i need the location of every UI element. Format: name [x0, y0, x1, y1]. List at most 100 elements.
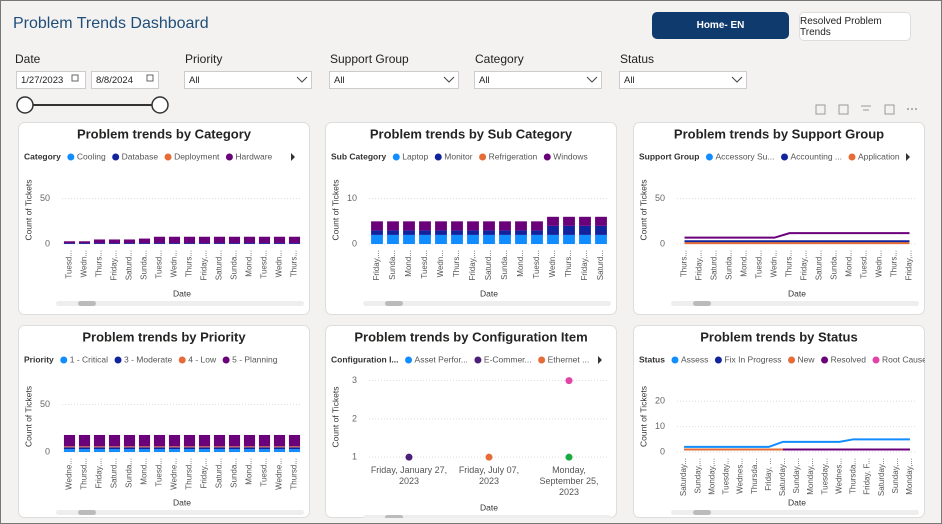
- legend-label: Windows: [553, 151, 587, 161]
- legend-swatch: [178, 356, 186, 364]
- bar-segment: [579, 216, 591, 226]
- x-tick-label: Monday, September 25, 2023: [539, 465, 599, 497]
- bar-segment: [371, 234, 383, 244]
- dropdown[interactable]: All: [184, 71, 312, 89]
- x-axis-label: Date: [480, 288, 498, 298]
- x-tick-label: Thurs...: [452, 250, 461, 277]
- x-tick-label: Thursda...: [849, 458, 858, 494]
- x-tick-label: Mond...: [140, 458, 149, 485]
- x-tick-label: Saturday...: [778, 458, 787, 496]
- x-tick-label: Saturd...: [815, 250, 824, 280]
- bar-segment: [213, 236, 226, 244]
- bar-segment: [467, 221, 479, 231]
- x-tick-label: Mond...: [516, 250, 525, 277]
- x-tick-label: Wedne...: [275, 458, 284, 490]
- legend-swatch: [60, 356, 68, 364]
- bar-segment: [499, 230, 511, 235]
- legend-label: Hardware: [235, 151, 272, 161]
- legend-label: 3 - Moderate: [124, 354, 172, 364]
- bar-segment: [63, 243, 76, 244]
- bar-segment: [138, 447, 151, 450]
- nav-button[interactable]: Home- EN: [652, 12, 789, 39]
- x-tick-label: Wednes...: [834, 458, 843, 494]
- x-tick-label: Thurs...: [680, 250, 689, 277]
- dropdown[interactable]: All: [619, 71, 747, 89]
- bar-segment: [93, 434, 106, 447]
- point: [565, 377, 573, 385]
- y-tick-label: 2: [352, 413, 357, 423]
- x-tick-label: Saturd...: [215, 250, 224, 280]
- y-tick-label: 10: [347, 193, 357, 203]
- x-tick-label: Saturd...: [215, 458, 224, 488]
- legend-title: Configuration I...: [331, 354, 399, 364]
- bar-segment: [243, 243, 256, 244]
- x-tick-label: Mond...: [245, 250, 254, 277]
- x-tick-label: Monday,...: [905, 458, 914, 495]
- bar-segment: [483, 234, 495, 244]
- date-input[interactable]: 8/8/2024: [91, 71, 159, 89]
- bar-segment: [258, 243, 271, 244]
- bar-segment: [108, 446, 121, 448]
- x-tick-label: Saturd...: [710, 250, 719, 280]
- chart-panel: Problem trends by Configuration Item Conf…: [325, 325, 617, 518]
- bar-segment: [563, 225, 575, 235]
- legend-label: Asset Perfor...: [415, 354, 468, 364]
- bar-segment: [138, 449, 151, 452]
- bar-segment: [243, 449, 256, 452]
- bar-segment: [168, 449, 181, 452]
- scrollbar-track: [363, 301, 611, 306]
- x-tick-label: Friday, July 07, 2023: [458, 465, 520, 486]
- x-tick-label: Thursd...: [80, 458, 89, 490]
- x-tick-label: Saturday...: [877, 458, 886, 496]
- legend-label: Resolved: [831, 354, 867, 364]
- y-axis-label: Count of Tickets: [330, 387, 340, 448]
- bar-segment: [168, 447, 181, 450]
- legend-label: Database: [122, 151, 159, 161]
- date-slider[interactable]: [15, 94, 175, 116]
- bar-segment: [419, 234, 431, 244]
- chart-title: Problem trends by Sub Category: [370, 126, 573, 141]
- dropdown[interactable]: All: [474, 71, 602, 89]
- legend-label: Assess: [681, 354, 708, 364]
- bar-segment: [93, 239, 106, 244]
- bar-segment: [168, 243, 181, 244]
- x-tick-label: Thursda...: [750, 458, 759, 494]
- bar-segment: [515, 230, 527, 235]
- legend-swatch: [222, 356, 230, 364]
- bar-segment: [228, 434, 241, 447]
- bar-segment: [403, 234, 415, 244]
- bar-segment: [108, 434, 121, 447]
- nav-button[interactable]: Resolved Problem Trends: [799, 12, 911, 41]
- bar-segment: [243, 434, 256, 447]
- legend-swatch: [67, 153, 75, 161]
- x-tick-label: Thurs...: [564, 250, 573, 277]
- x-tick-label: Tuesd...: [755, 250, 764, 279]
- bar-segment: [451, 234, 463, 244]
- bar-segment: [547, 216, 559, 226]
- bar-segment: [123, 447, 136, 450]
- x-tick-label: Wedn...: [275, 250, 284, 277]
- bar-segment: [183, 447, 196, 450]
- legend-swatch: [392, 153, 400, 161]
- legend-swatch: [112, 153, 120, 161]
- chart-title: Problem trends by Category: [77, 126, 252, 141]
- legend-label: Cooling: [77, 151, 106, 161]
- bar-segment: [243, 236, 256, 244]
- legend-swatch: [479, 153, 487, 161]
- legend-title: Priority: [24, 354, 54, 364]
- x-tick-label-box: Friday, January 27, 2023: [371, 465, 447, 486]
- bar-segment: [153, 446, 166, 448]
- x-axis-label: Date: [788, 497, 806, 507]
- x-tick-label: Tuesday...: [722, 458, 731, 494]
- bar-segment: [93, 449, 106, 452]
- bar-segment: [183, 236, 196, 244]
- bar-segment: [483, 221, 495, 231]
- x-tick-label: Tuesd...: [260, 458, 269, 487]
- legend-swatch: [705, 153, 713, 161]
- legend-label: Accessory Su...: [715, 151, 774, 161]
- legend-swatch: [543, 153, 551, 161]
- date-input[interactable]: 1/27/2023: [16, 71, 86, 89]
- bar-segment: [419, 230, 431, 235]
- dropdown[interactable]: All: [329, 71, 459, 89]
